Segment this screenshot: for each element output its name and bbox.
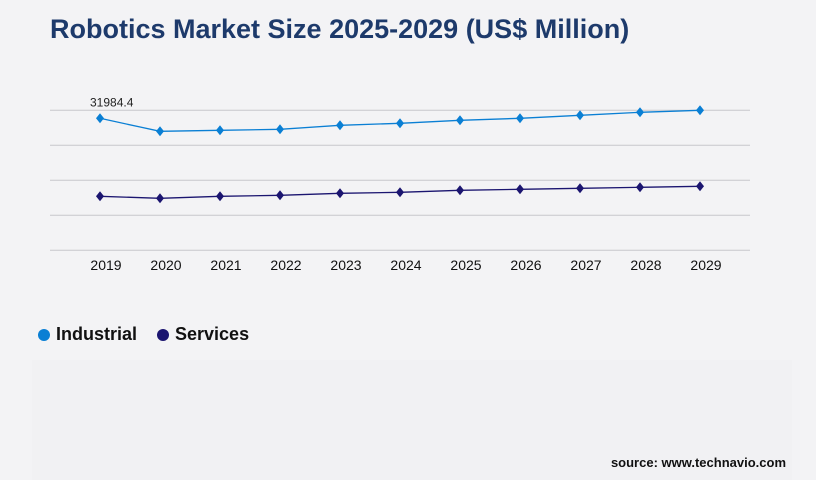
legend-item-industrial[interactable]: Industrial bbox=[38, 324, 137, 345]
legend: Industrial Services bbox=[38, 324, 249, 345]
data-point bbox=[516, 184, 524, 195]
source-text: source: www.technavio.com bbox=[610, 455, 786, 470]
legend-marker-icon bbox=[38, 328, 50, 341]
data-point bbox=[516, 113, 524, 124]
data-point bbox=[636, 107, 644, 118]
legend-marker-icon bbox=[157, 328, 170, 341]
x-tick-label: 2019 bbox=[90, 257, 121, 273]
data-label: 31984.4 bbox=[90, 95, 134, 109]
x-tick-label: 2022 bbox=[270, 257, 301, 273]
x-tick-label: 2024 bbox=[390, 257, 421, 273]
data-point bbox=[156, 126, 164, 137]
data-point bbox=[216, 125, 224, 136]
data-point bbox=[336, 120, 344, 131]
x-tick-label: 2026 bbox=[510, 257, 541, 273]
data-point bbox=[456, 185, 464, 196]
x-tick-label: 2020 bbox=[150, 257, 181, 273]
x-tick-label: 2023 bbox=[330, 257, 361, 273]
x-tick-label: 2025 bbox=[450, 257, 481, 273]
legend-item-services[interactable]: Services bbox=[157, 324, 249, 345]
chart-title: Robotics Market Size 2025-2029 (US$ Mill… bbox=[50, 14, 630, 44]
data-point bbox=[696, 181, 704, 192]
data-point bbox=[156, 193, 164, 204]
data-point bbox=[456, 115, 464, 126]
data-point bbox=[96, 113, 104, 124]
data-point bbox=[696, 105, 704, 116]
data-point bbox=[276, 190, 284, 201]
data-point bbox=[396, 118, 404, 129]
data-point bbox=[216, 191, 224, 202]
data-point bbox=[276, 124, 284, 135]
data-point bbox=[576, 110, 584, 121]
line-chart: 2019 2020 2021 2022 2023 2024 2025 2026 2027 2028… bbox=[50, 95, 750, 273]
data-point bbox=[396, 187, 404, 198]
data-point bbox=[636, 182, 644, 193]
legend-label: Industrial bbox=[56, 324, 138, 344]
background-panel bbox=[32, 360, 792, 480]
data-point bbox=[336, 188, 344, 199]
x-tick-label: 2029 bbox=[690, 257, 721, 273]
legend-label: Services bbox=[175, 324, 250, 344]
x-tick-label: 2021 bbox=[210, 257, 241, 273]
x-tick-label: 2028 bbox=[630, 257, 661, 273]
x-tick-label: 2027 bbox=[570, 257, 601, 273]
data-point bbox=[576, 183, 584, 194]
data-point bbox=[96, 191, 104, 202]
